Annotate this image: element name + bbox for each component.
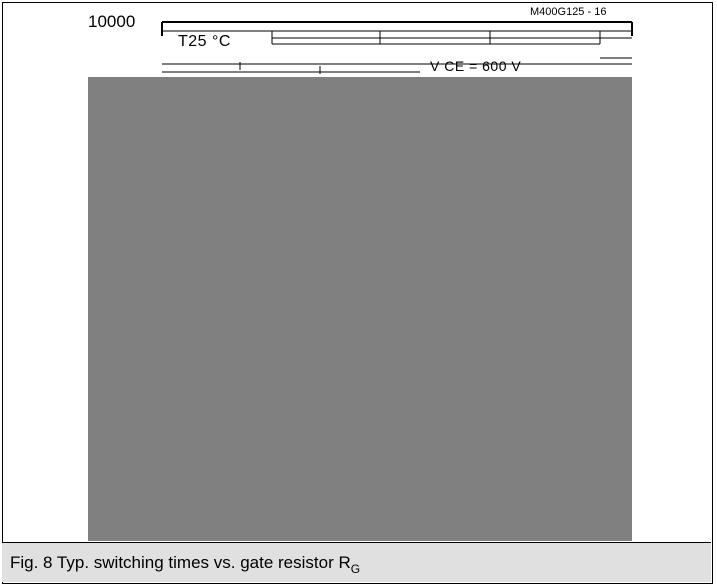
- caption-main: Fig. 8 Typ. switching times vs. gate res…: [10, 553, 351, 572]
- figure-code: M400G125 - 16: [530, 6, 607, 18]
- condition-voltage: V CE = 600 V: [430, 58, 522, 74]
- condition-temperature: T25 °C: [178, 33, 231, 50]
- figure-caption: Fig. 8 Typ. switching times vs. gate res…: [10, 553, 361, 576]
- y-tick-label-top: 10000: [88, 12, 136, 31]
- caption-subscript: G: [350, 562, 361, 576]
- grid-lines-top: [162, 30, 632, 74]
- plot-frame-top: [161, 21, 633, 36]
- caption-bar: Fig. 8 Typ. switching times vs. gate res…: [2, 542, 711, 582]
- plot-area-obscured: [88, 77, 632, 541]
